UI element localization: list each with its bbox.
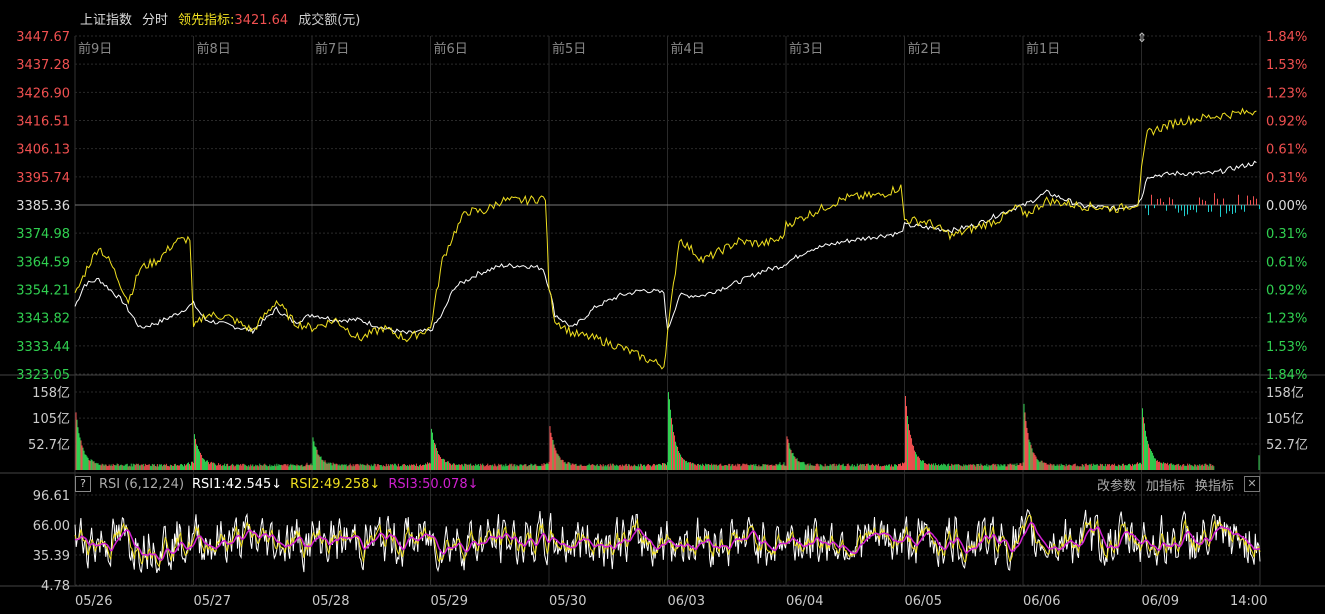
price-tick-label-left: 3416.51 xyxy=(16,115,70,130)
date-tick-label: 05/27 xyxy=(194,594,231,609)
price-tick-label-left: 3395.74 xyxy=(16,171,70,186)
rsi-tick-label: 66.00 xyxy=(33,519,70,534)
rsi2-value: RSI2:49.258↓ xyxy=(290,476,381,492)
leading-label: 领先指标: xyxy=(178,12,235,28)
date-tick-label: 06/03 xyxy=(668,594,705,609)
price-tick-label-left: 3437.28 xyxy=(16,58,70,73)
index-name[interactable]: 上证指数 xyxy=(80,12,133,28)
volume-tick-label-right: 105亿 xyxy=(1266,412,1304,427)
volume-tick-label-left: 105亿 xyxy=(32,412,70,427)
price-tick-label-right: 0.31% xyxy=(1266,171,1307,186)
rsi1-value: RSI1:42.545↓ xyxy=(192,476,283,492)
price-tick-label-right: 1.84% xyxy=(1266,30,1307,45)
volume-label: 成交额(元) xyxy=(298,12,361,28)
rsi-tick-label: 4.78 xyxy=(41,579,70,594)
price-tick-label-left: 3333.44 xyxy=(16,340,70,355)
day-label: 前8日 xyxy=(197,41,231,57)
volume-tick-label-left: 52.7亿 xyxy=(28,438,70,453)
price-tick-label-left: 3343.82 xyxy=(16,312,70,327)
rsi-tick-label: 35.39 xyxy=(33,549,70,564)
price-tick-label-right: 0.92% xyxy=(1266,284,1307,299)
day-label: 前3日 xyxy=(789,41,823,57)
day-label: 前5日 xyxy=(552,41,586,57)
price-tick-label-right: 1.23% xyxy=(1266,86,1307,101)
date-tick-label: 06/09 xyxy=(1142,594,1179,609)
price-tick-label-left: 3447.67 xyxy=(16,30,70,45)
index-price-line xyxy=(74,160,1257,335)
day-label: 前1日 xyxy=(1026,41,1060,57)
price-tick-label-left: 3323.05 xyxy=(16,368,70,383)
rsi-tools: 改参数 加指标 换指标 ✕ xyxy=(1097,474,1260,494)
price-tick-label-right: 0.00% xyxy=(1266,199,1307,214)
mode-label[interactable]: 分时 xyxy=(142,12,169,28)
day-label: 前2日 xyxy=(908,41,942,57)
volume-tick-label-right: 52.7亿 xyxy=(1266,438,1308,453)
price-tick-label-right: 0.31% xyxy=(1266,227,1307,242)
edit-params-button[interactable]: 改参数 xyxy=(1096,478,1136,494)
date-tick-label: 06/06 xyxy=(1023,594,1060,609)
date-tick-label: 05/29 xyxy=(431,594,468,609)
drag-handle-icon: ⇕ xyxy=(1137,31,1148,46)
date-tick-label: 06/04 xyxy=(786,594,823,609)
day-label: 前4日 xyxy=(671,41,705,57)
rsi3-value: RSI3:50.078↓ xyxy=(388,476,479,492)
date-tick-label: 05/28 xyxy=(312,594,349,609)
leading-value: 3421.64 xyxy=(234,12,289,28)
price-tick-label-left: 3406.13 xyxy=(16,143,70,158)
price-tick-label-left: 3354.21 xyxy=(16,284,70,299)
volume-tick-label-left: 158亿 xyxy=(32,386,70,401)
day-label: 前9日 xyxy=(78,41,112,57)
rsi-tick-label: 96.61 xyxy=(33,489,70,504)
price-tick-label-left: 3374.98 xyxy=(16,227,70,242)
date-tick-label: 05/30 xyxy=(549,594,586,609)
help-button[interactable]: ? xyxy=(75,476,91,492)
price-tick-label-right: 1.53% xyxy=(1266,340,1307,355)
price-tick-label-right: 0.92% xyxy=(1266,115,1307,130)
price-tick-label-right: 0.61% xyxy=(1266,143,1307,158)
volume-tick-label-right: 158亿 xyxy=(1266,386,1304,401)
rsi-toolbar: ? RSI (6,12,24) RSI1:42.545↓ RSI2:49.258… xyxy=(75,474,1260,494)
leading-indicator-line xyxy=(74,107,1257,370)
rsi2-line xyxy=(74,514,1261,568)
date-tick-label: 05/26 xyxy=(75,594,112,609)
date-tick-label: 06/05 xyxy=(905,594,942,609)
price-tick-label-left: 3426.90 xyxy=(16,86,70,101)
price-tick-label-right: 0.61% xyxy=(1266,255,1307,270)
price-tick-label-left: 3364.59 xyxy=(16,255,70,270)
price-tick-label-right: 1.53% xyxy=(1266,58,1307,73)
date-tick-label: 14:00 xyxy=(1230,594,1267,609)
leading-indicator: 领先指标:3421.64 xyxy=(178,9,288,28)
day-label: 前7日 xyxy=(315,41,349,57)
chart-header: 上证指数 分时 领先指标:3421.64 成交额(元) xyxy=(80,8,360,28)
add-indicator-button[interactable]: 加指标 xyxy=(1145,478,1185,494)
price-tick-label-left: 3385.36 xyxy=(16,199,70,214)
switch-indicator-button[interactable]: 换指标 xyxy=(1194,478,1234,494)
price-tick-label-right: 1.84% xyxy=(1266,368,1307,383)
price-tick-label-right: 1.23% xyxy=(1266,312,1307,327)
rsi3-line xyxy=(74,521,1261,561)
rsi-name[interactable]: RSI (6,12,24) xyxy=(99,476,185,492)
close-icon[interactable]: ✕ xyxy=(1244,476,1260,492)
day-label: 前6日 xyxy=(434,41,468,57)
